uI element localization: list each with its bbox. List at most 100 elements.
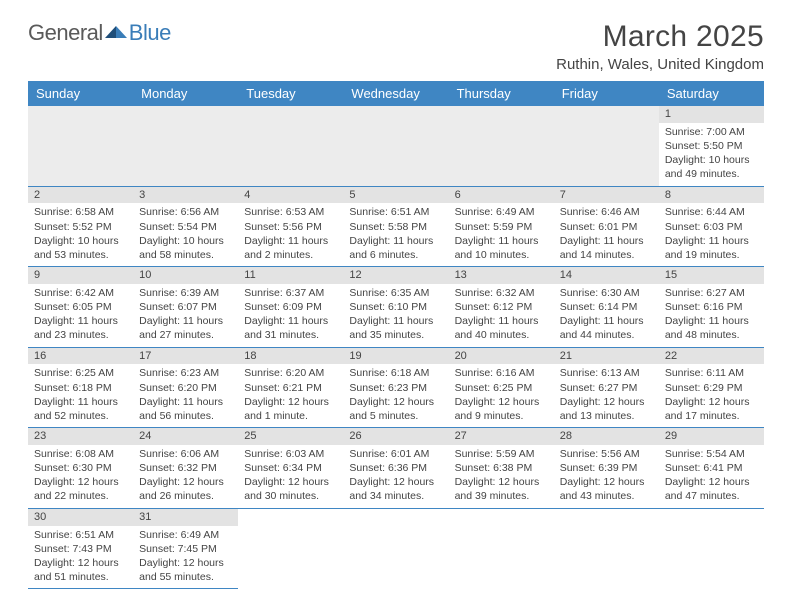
calendar-cell [238, 106, 343, 186]
calendar-cell: 21Sunrise: 6:13 AMSunset: 6:27 PMDayligh… [554, 347, 659, 428]
day-number: 26 [343, 428, 448, 445]
calendar-cell [343, 106, 448, 186]
logo-word2: Blue [129, 20, 171, 46]
day-number: 2 [28, 187, 133, 204]
day-number: 27 [449, 428, 554, 445]
day-details: Sunrise: 6:58 AMSunset: 5:52 PMDaylight:… [28, 203, 133, 266]
day-details: Sunrise: 6:46 AMSunset: 6:01 PMDaylight:… [554, 203, 659, 266]
day-details: Sunrise: 6:51 AMSunset: 5:58 PMDaylight:… [343, 203, 448, 266]
calendar-row: 1Sunrise: 7:00 AMSunset: 5:50 PMDaylight… [28, 106, 764, 186]
calendar-cell: 20Sunrise: 6:16 AMSunset: 6:25 PMDayligh… [449, 347, 554, 428]
calendar-row: 30Sunrise: 6:51 AMSunset: 7:43 PMDayligh… [28, 508, 764, 589]
day-details: Sunrise: 6:11 AMSunset: 6:29 PMDaylight:… [659, 364, 764, 427]
day-details: Sunrise: 6:08 AMSunset: 6:30 PMDaylight:… [28, 445, 133, 508]
location: Ruthin, Wales, United Kingdom [556, 56, 764, 73]
calendar-row: 23Sunrise: 6:08 AMSunset: 6:30 PMDayligh… [28, 428, 764, 509]
day-details: Sunrise: 6:23 AMSunset: 6:20 PMDaylight:… [133, 364, 238, 427]
calendar-cell: ..... [238, 508, 343, 589]
calendar-cell: 5Sunrise: 6:51 AMSunset: 5:58 PMDaylight… [343, 186, 448, 267]
day-details: Sunrise: 6:18 AMSunset: 6:23 PMDaylight:… [343, 364, 448, 427]
header: General Blue March 2025 Ruthin, Wales, U… [28, 20, 764, 73]
calendar-cell: 9Sunrise: 6:42 AMSunset: 6:05 PMDaylight… [28, 267, 133, 348]
day-details: Sunrise: 6:42 AMSunset: 6:05 PMDaylight:… [28, 284, 133, 347]
calendar-cell: 2Sunrise: 6:58 AMSunset: 5:52 PMDaylight… [28, 186, 133, 267]
day-number: 31 [133, 509, 238, 526]
day-number: 12 [343, 267, 448, 284]
calendar-cell: 31Sunrise: 6:49 AMSunset: 7:45 PMDayligh… [133, 508, 238, 589]
day-number: 24 [133, 428, 238, 445]
day-details: Sunrise: 6:25 AMSunset: 6:18 PMDaylight:… [28, 364, 133, 427]
calendar-cell: 28Sunrise: 5:56 AMSunset: 6:39 PMDayligh… [554, 428, 659, 509]
logo-triangle-icon [105, 20, 127, 46]
day-number: 21 [554, 348, 659, 365]
calendar-cell: ..... [449, 508, 554, 589]
calendar-cell: 29Sunrise: 5:54 AMSunset: 6:41 PMDayligh… [659, 428, 764, 509]
day-number: 13 [449, 267, 554, 284]
day-details: Sunrise: 6:37 AMSunset: 6:09 PMDaylight:… [238, 284, 343, 347]
day-number: 11 [238, 267, 343, 284]
day-number: 17 [133, 348, 238, 365]
day-number: 4 [238, 187, 343, 204]
day-number: 3 [133, 187, 238, 204]
logo: General Blue [28, 20, 171, 46]
calendar-cell: 22Sunrise: 6:11 AMSunset: 6:29 PMDayligh… [659, 347, 764, 428]
calendar-cell: 17Sunrise: 6:23 AMSunset: 6:20 PMDayligh… [133, 347, 238, 428]
day-details: Sunrise: 5:54 AMSunset: 6:41 PMDaylight:… [659, 445, 764, 508]
day-header: Tuesday [238, 81, 343, 106]
day-details: Sunrise: 6:30 AMSunset: 6:14 PMDaylight:… [554, 284, 659, 347]
calendar-cell: 1Sunrise: 7:00 AMSunset: 5:50 PMDaylight… [659, 106, 764, 186]
day-number: 16 [28, 348, 133, 365]
calendar-cell: 30Sunrise: 6:51 AMSunset: 7:43 PMDayligh… [28, 508, 133, 589]
day-header: Saturday [659, 81, 764, 106]
day-number: 23 [28, 428, 133, 445]
day-details: Sunrise: 6:03 AMSunset: 6:34 PMDaylight:… [238, 445, 343, 508]
calendar-cell: 16Sunrise: 6:25 AMSunset: 6:18 PMDayligh… [28, 347, 133, 428]
day-details: Sunrise: 6:35 AMSunset: 6:10 PMDaylight:… [343, 284, 448, 347]
day-header: Friday [554, 81, 659, 106]
day-number: 15 [659, 267, 764, 284]
day-number: 20 [449, 348, 554, 365]
day-number: 25 [238, 428, 343, 445]
calendar-cell: 8Sunrise: 6:44 AMSunset: 6:03 PMDaylight… [659, 186, 764, 267]
day-details: Sunrise: 6:56 AMSunset: 5:54 PMDaylight:… [133, 203, 238, 266]
day-number: 7 [554, 187, 659, 204]
calendar-cell [554, 106, 659, 186]
day-number: 18 [238, 348, 343, 365]
day-number: 1 [659, 106, 764, 123]
day-number: 29 [659, 428, 764, 445]
calendar-body: 1Sunrise: 7:00 AMSunset: 5:50 PMDaylight… [28, 106, 764, 589]
calendar-cell: 3Sunrise: 6:56 AMSunset: 5:54 PMDaylight… [133, 186, 238, 267]
day-number: 28 [554, 428, 659, 445]
day-details: Sunrise: 6:44 AMSunset: 6:03 PMDaylight:… [659, 203, 764, 266]
day-header: Thursday [449, 81, 554, 106]
month-title: March 2025 [556, 20, 764, 54]
calendar-cell: 4Sunrise: 6:53 AMSunset: 5:56 PMDaylight… [238, 186, 343, 267]
calendar-cell: 27Sunrise: 5:59 AMSunset: 6:38 PMDayligh… [449, 428, 554, 509]
calendar-cell: 13Sunrise: 6:32 AMSunset: 6:12 PMDayligh… [449, 267, 554, 348]
calendar-cell [449, 106, 554, 186]
day-number: 10 [133, 267, 238, 284]
day-details: Sunrise: 5:59 AMSunset: 6:38 PMDaylight:… [449, 445, 554, 508]
calendar-cell: ..... [343, 508, 448, 589]
logo-word1: General [28, 20, 103, 46]
day-details: Sunrise: 6:06 AMSunset: 6:32 PMDaylight:… [133, 445, 238, 508]
day-header: Monday [133, 81, 238, 106]
day-details: Sunrise: 6:49 AMSunset: 7:45 PMDaylight:… [133, 526, 238, 589]
day-number: 6 [449, 187, 554, 204]
day-number: 5 [343, 187, 448, 204]
day-details: Sunrise: 6:53 AMSunset: 5:56 PMDaylight:… [238, 203, 343, 266]
calendar-cell: ..... [554, 508, 659, 589]
calendar-row: 16Sunrise: 6:25 AMSunset: 6:18 PMDayligh… [28, 347, 764, 428]
calendar-cell [28, 106, 133, 186]
day-details: Sunrise: 6:20 AMSunset: 6:21 PMDaylight:… [238, 364, 343, 427]
calendar-cell: 12Sunrise: 6:35 AMSunset: 6:10 PMDayligh… [343, 267, 448, 348]
calendar-cell: 24Sunrise: 6:06 AMSunset: 6:32 PMDayligh… [133, 428, 238, 509]
calendar-cell: ..... [659, 508, 764, 589]
day-details: Sunrise: 7:00 AMSunset: 5:50 PMDaylight:… [659, 123, 764, 186]
day-header: Sunday [28, 81, 133, 106]
calendar-cell: 23Sunrise: 6:08 AMSunset: 6:30 PMDayligh… [28, 428, 133, 509]
calendar-cell: 7Sunrise: 6:46 AMSunset: 6:01 PMDaylight… [554, 186, 659, 267]
calendar-cell: 19Sunrise: 6:18 AMSunset: 6:23 PMDayligh… [343, 347, 448, 428]
day-details: Sunrise: 6:13 AMSunset: 6:27 PMDaylight:… [554, 364, 659, 427]
day-number: 8 [659, 187, 764, 204]
